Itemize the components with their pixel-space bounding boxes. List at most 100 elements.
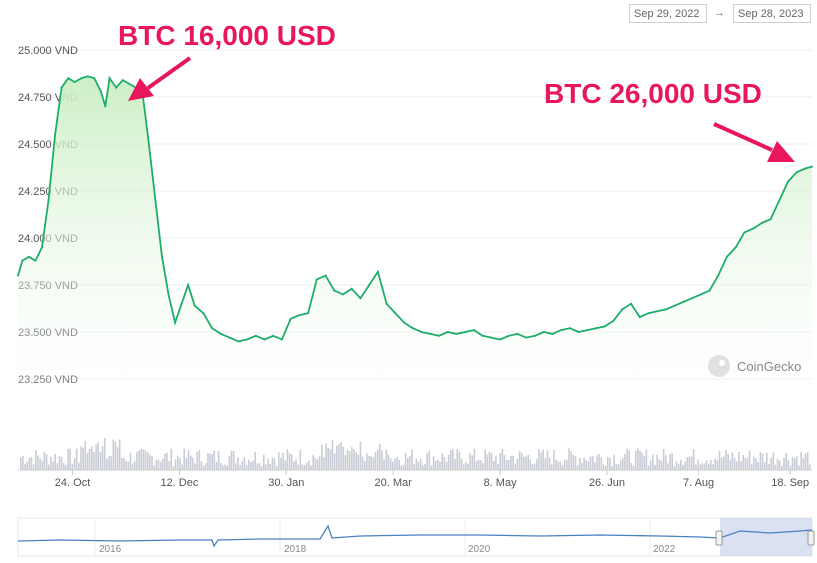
volume-bar <box>110 456 112 470</box>
volume-bar <box>75 448 78 470</box>
volume-bar <box>809 464 811 470</box>
volume-bar <box>239 465 241 470</box>
volume-bar <box>389 458 392 470</box>
price-point <box>121 79 124 82</box>
volume-bar <box>114 441 117 470</box>
price-point <box>187 284 190 286</box>
volume-bar <box>58 455 61 470</box>
volume-bar <box>617 464 620 470</box>
price-point <box>385 302 388 305</box>
volume-bar <box>209 453 211 470</box>
volume-bar <box>232 450 235 470</box>
navigator-right-handle[interactable] <box>807 530 815 546</box>
volume-bar <box>686 457 689 470</box>
volume-bar <box>213 450 216 470</box>
volume-bar <box>187 450 190 470</box>
price-point <box>67 77 70 80</box>
volume-bar <box>331 439 334 470</box>
price-points <box>17 75 813 343</box>
volume-bar <box>131 463 134 470</box>
volume-bar <box>671 453 673 470</box>
price-point <box>612 319 615 322</box>
volume-bar <box>806 452 809 470</box>
price-point <box>630 302 632 305</box>
price-point <box>350 287 353 290</box>
volume-bar <box>196 451 198 470</box>
volume-bar <box>568 448 570 470</box>
range-from-input[interactable]: Sep 29, 2022 <box>629 4 707 23</box>
volume-bar <box>748 450 751 470</box>
volume-bar <box>673 465 676 470</box>
volume-bar <box>505 460 508 470</box>
navigator-selection[interactable] <box>720 518 812 556</box>
volume-bar <box>314 458 317 470</box>
volume-bar <box>643 455 646 470</box>
volume-bar <box>88 448 91 470</box>
price-point <box>577 331 580 333</box>
price-point <box>27 255 30 258</box>
volume-bar <box>361 456 364 470</box>
volume-bar <box>228 456 231 470</box>
volume-bar <box>622 458 624 470</box>
navigator[interactable]: 2016 2018 2020 2022 <box>17 517 815 557</box>
volume-bar <box>692 449 695 470</box>
volume-bar <box>318 456 321 470</box>
volume-bar <box>24 463 26 470</box>
volume-bar <box>647 465 650 470</box>
price-point <box>342 293 344 296</box>
volume-bar <box>419 459 422 470</box>
volume-bar <box>267 458 269 470</box>
volume-bar <box>179 458 181 470</box>
price-point <box>464 331 467 333</box>
price-point <box>254 334 257 337</box>
volume-bar <box>516 459 519 470</box>
volume-bar <box>185 457 188 470</box>
volume-bar <box>348 451 351 470</box>
price-point <box>289 317 292 320</box>
volume-bar <box>258 463 261 470</box>
volume-bar <box>394 458 396 470</box>
volume-bar <box>138 450 140 470</box>
price-point <box>93 77 96 80</box>
price-point <box>621 308 624 311</box>
volume-bar <box>297 464 299 470</box>
range-to-input[interactable]: Sep 28, 2023 <box>733 4 811 23</box>
range-arrow-icon: → <box>714 7 725 19</box>
volume-bar <box>490 453 493 470</box>
volume-bar <box>794 458 796 470</box>
price-point <box>743 231 746 234</box>
volume-bar <box>170 448 173 470</box>
price-point <box>420 331 423 333</box>
volume-bar <box>50 457 52 470</box>
volume-bar <box>312 455 314 470</box>
volume-bar <box>134 461 136 470</box>
volume-bar <box>220 463 222 470</box>
volume-bar <box>708 464 710 470</box>
price-point <box>219 332 222 335</box>
price-point <box>438 334 440 337</box>
volume-bar <box>703 463 706 470</box>
volume-bar <box>391 461 394 470</box>
volume-bar <box>308 460 310 470</box>
volume-bar <box>443 457 446 470</box>
volume-bar <box>226 465 228 470</box>
navigator-left-handle[interactable] <box>715 530 723 546</box>
volume-bar <box>738 451 740 470</box>
volume-bar <box>67 449 69 470</box>
price-point <box>811 165 813 168</box>
volume-bar <box>563 459 566 470</box>
volume-bar <box>336 445 338 470</box>
price-point <box>280 338 283 341</box>
volume-bar <box>538 449 540 470</box>
price-point <box>193 304 196 307</box>
price-point <box>734 246 737 249</box>
volume-bar <box>690 456 693 470</box>
annotation-16000: BTC 16,000 USD <box>118 20 336 101</box>
volume-bar <box>439 461 441 470</box>
volume-bar <box>409 456 411 470</box>
volume-bar <box>428 450 431 470</box>
volume-bar <box>452 448 454 470</box>
price-point <box>128 82 131 85</box>
price-point <box>516 332 519 335</box>
navigator-ticks <box>94 518 651 556</box>
